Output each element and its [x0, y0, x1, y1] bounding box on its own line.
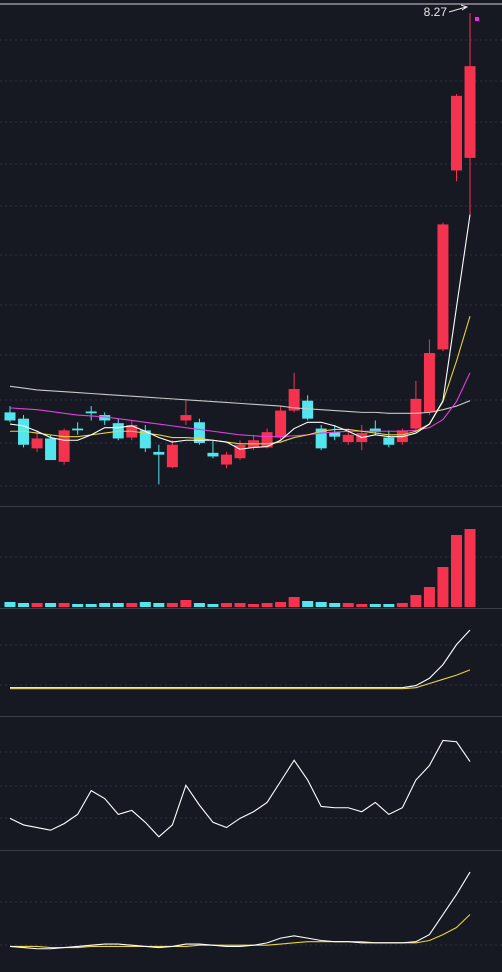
- candle-body: [369, 428, 381, 433]
- candle-body: [329, 432, 341, 437]
- candle-body: [220, 454, 232, 465]
- line: [9, 871, 471, 950]
- candle-body: [342, 434, 354, 443]
- volume-bar: [275, 602, 287, 607]
- candle-body: [261, 432, 273, 448]
- line: [10, 315, 471, 445]
- candle-body: [166, 444, 178, 468]
- candle-body: [99, 415, 111, 421]
- volume-bar: [410, 595, 422, 607]
- volume-bar: [31, 603, 43, 607]
- line: [9, 739, 471, 838]
- line: [9, 214, 471, 450]
- max-price-label: 8.27: [424, 5, 448, 19]
- candle-body: [464, 66, 476, 158]
- line: [9, 372, 471, 438]
- candle-body: [4, 412, 16, 421]
- volume-bar: [302, 601, 314, 607]
- volume-bar: [207, 604, 219, 607]
- volume-bar: [248, 604, 260, 607]
- volume-bar: [423, 587, 435, 607]
- candle-body: [45, 438, 57, 461]
- candle-body: [234, 444, 246, 459]
- volume-bar: [85, 604, 97, 607]
- volume-bar: [45, 603, 57, 607]
- max-price-arrow: [448, 4, 469, 13]
- volume-bar: [58, 603, 70, 607]
- volume-bar: [112, 603, 124, 607]
- candle-body: [85, 411, 97, 414]
- candle-body: [180, 415, 192, 421]
- volume-bar: [166, 603, 178, 607]
- line: [10, 629, 471, 689]
- candle-body: [288, 388, 300, 411]
- volume-bar: [126, 603, 138, 607]
- volume-bar: [356, 604, 368, 607]
- volume-bar: [261, 603, 273, 607]
- line: [9, 385, 471, 414]
- volume-bar: [315, 602, 327, 607]
- candle-body: [450, 95, 462, 171]
- candle-body: [315, 428, 327, 449]
- candle-body: [139, 430, 151, 449]
- volume-bar: [139, 602, 151, 607]
- volume-bar: [220, 603, 232, 607]
- candle-body: [383, 437, 395, 445]
- candle-body: [72, 428, 84, 431]
- volume-bar: [234, 603, 246, 607]
- candle-body: [275, 410, 287, 438]
- volume-bar: [464, 529, 476, 607]
- candle-body: [31, 438, 43, 449]
- volume-bar: [4, 602, 16, 607]
- volume-bar: [153, 603, 165, 607]
- candle-body: [437, 224, 449, 350]
- volume-bar: [396, 603, 408, 607]
- volume-bar: [72, 604, 84, 607]
- volume-bar: [180, 600, 192, 607]
- volume-bar: [99, 603, 111, 607]
- candle-body: [153, 451, 165, 455]
- volume-bar: [329, 603, 341, 607]
- line: [10, 669, 471, 690]
- candle-body: [58, 430, 70, 462]
- volume-bar: [437, 567, 449, 607]
- volume-bar: [288, 597, 300, 607]
- candle-body: [193, 422, 205, 443]
- volume-bar: [342, 603, 354, 607]
- volume-bar: [18, 603, 30, 607]
- marker: [475, 17, 479, 21]
- volume-bar: [383, 604, 395, 607]
- volume-bar: [369, 604, 381, 607]
- volume-bar: [193, 603, 205, 607]
- candle-body: [302, 400, 314, 419]
- candle-body: [423, 353, 435, 413]
- volume-bar: [450, 535, 462, 607]
- candle-body: [207, 452, 219, 457]
